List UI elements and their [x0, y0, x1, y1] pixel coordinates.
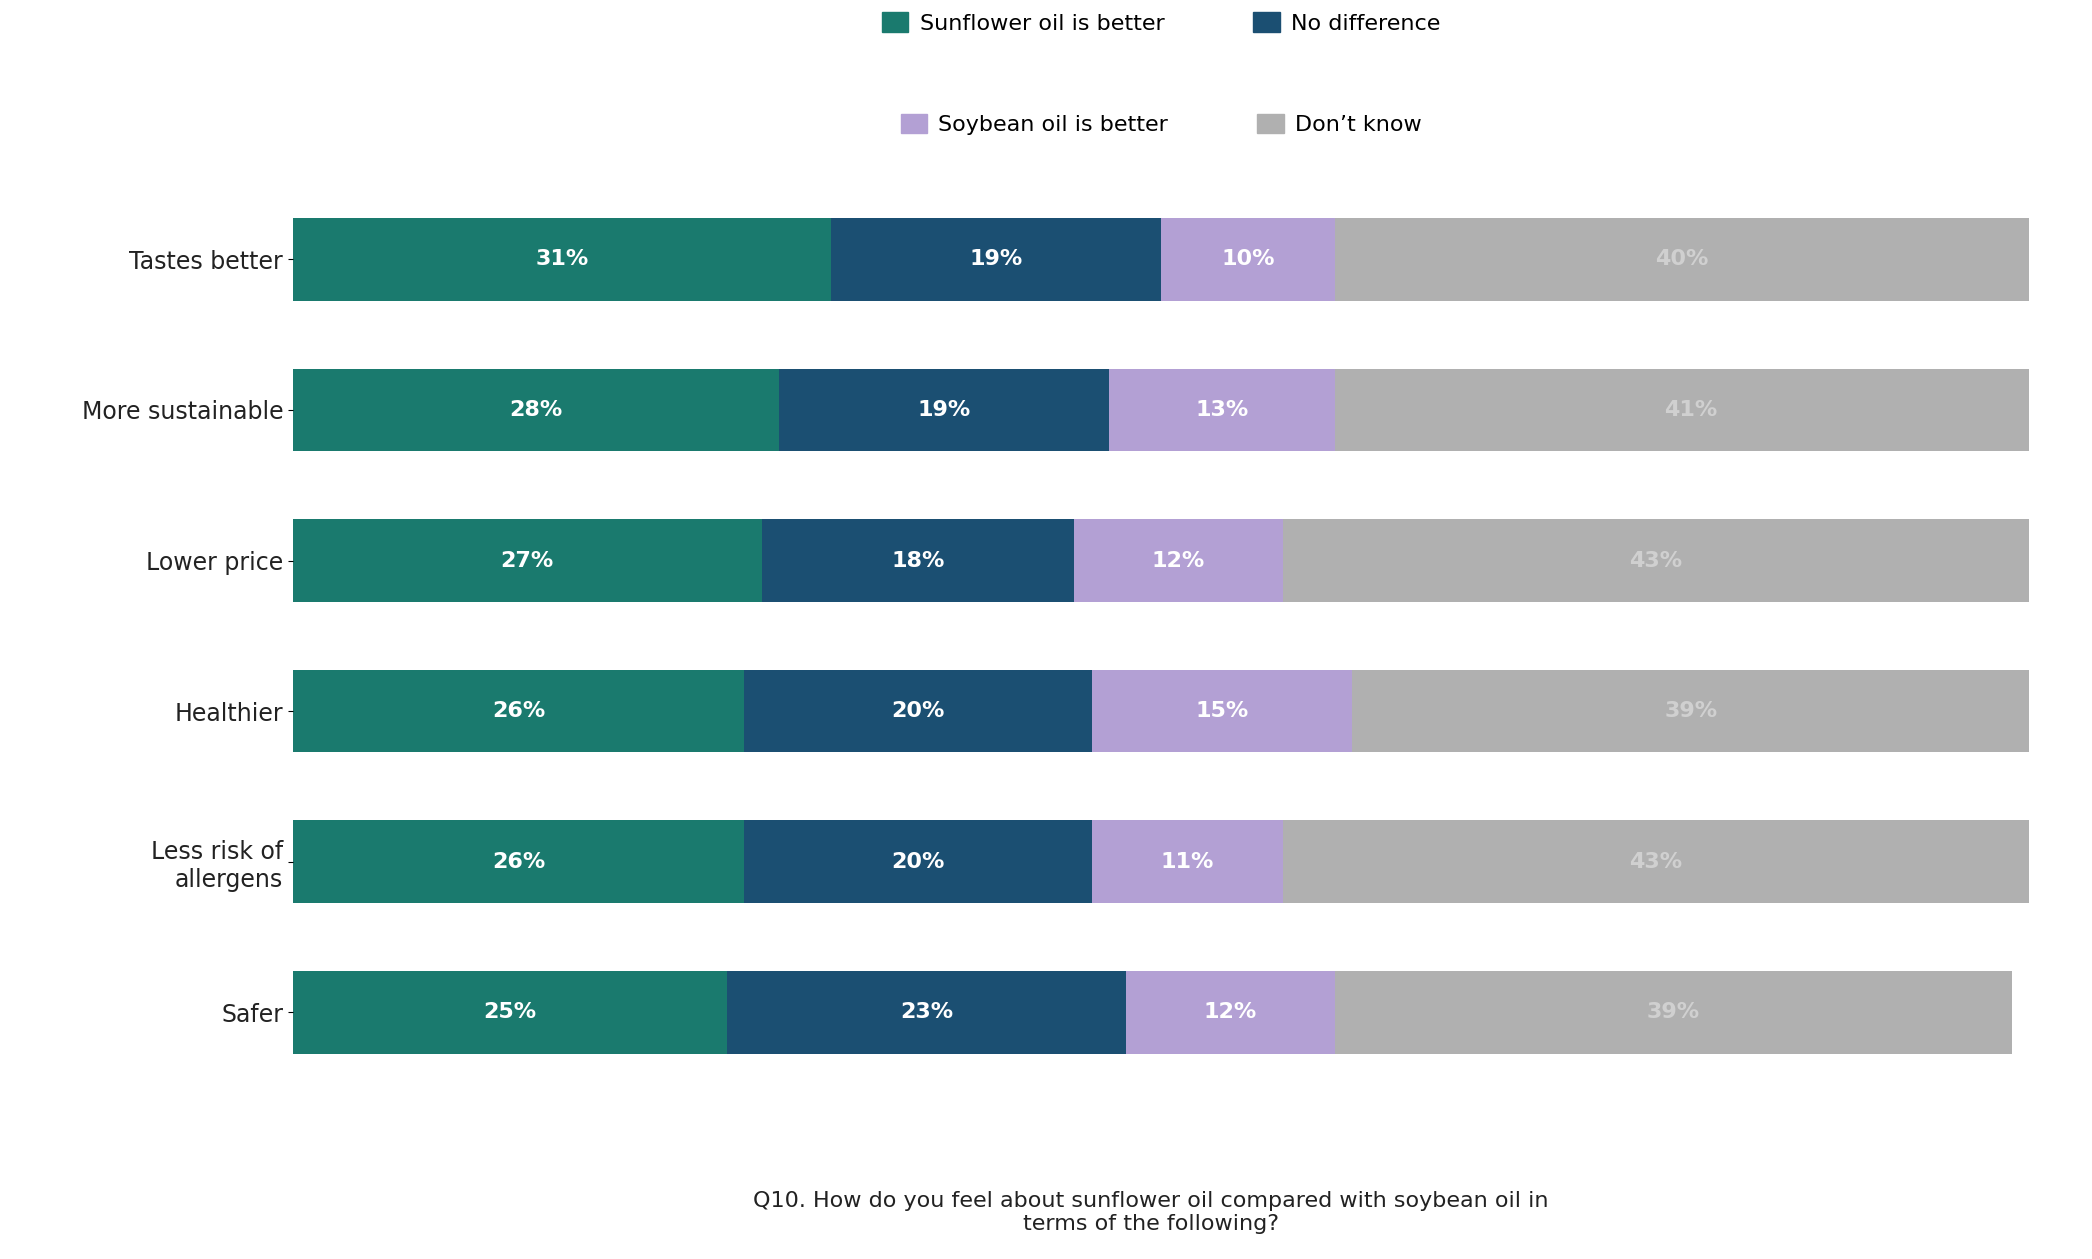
Text: 40%: 40%: [1655, 249, 1709, 269]
Bar: [831, 218, 1161, 301]
Text: 43%: 43%: [1630, 851, 1682, 871]
Text: 18%: 18%: [891, 550, 946, 570]
Text: 20%: 20%: [891, 701, 946, 721]
Text: 31%: 31%: [536, 249, 588, 269]
Bar: [1282, 519, 2029, 602]
Bar: [761, 519, 1075, 602]
Text: 27%: 27%: [500, 550, 554, 570]
Bar: [293, 519, 761, 602]
Bar: [1335, 369, 2046, 452]
Bar: [1092, 670, 1351, 753]
Bar: [293, 218, 831, 301]
Bar: [293, 971, 728, 1054]
Legend: Soybean oil is better, Don’t know: Soybean oil is better, Don’t know: [891, 104, 1431, 144]
Bar: [1125, 971, 1335, 1054]
Bar: [1335, 218, 2029, 301]
Text: 28%: 28%: [508, 400, 563, 421]
Text: 43%: 43%: [1630, 550, 1682, 570]
Text: 26%: 26%: [492, 701, 546, 721]
Text: 23%: 23%: [900, 1002, 954, 1022]
Bar: [1161, 218, 1335, 301]
Text: 11%: 11%: [1161, 851, 1213, 871]
Bar: [293, 369, 778, 452]
Text: 41%: 41%: [1663, 400, 1718, 421]
Text: 26%: 26%: [492, 851, 546, 871]
Bar: [1282, 820, 2029, 903]
Bar: [1351, 670, 2029, 753]
Text: 39%: 39%: [1663, 701, 1718, 721]
Bar: [745, 670, 1092, 753]
Bar: [293, 670, 745, 753]
Bar: [778, 369, 1109, 452]
Text: 13%: 13%: [1195, 400, 1249, 421]
Bar: [293, 820, 745, 903]
Bar: [728, 971, 1125, 1054]
Text: 10%: 10%: [1222, 249, 1274, 269]
Text: Q10. How do you feel about sunflower oil compared with soybean oil in
terms of t: Q10. How do you feel about sunflower oil…: [753, 1191, 1548, 1234]
Text: 19%: 19%: [969, 249, 1023, 269]
Bar: [1335, 971, 2013, 1054]
Bar: [1109, 369, 1335, 452]
Text: 25%: 25%: [483, 1002, 536, 1022]
Text: 19%: 19%: [918, 400, 971, 421]
Text: 20%: 20%: [891, 851, 946, 871]
Text: 12%: 12%: [1203, 1002, 1257, 1022]
Text: 12%: 12%: [1153, 550, 1205, 570]
Text: 15%: 15%: [1195, 701, 1249, 721]
Bar: [745, 820, 1092, 903]
Bar: [1092, 820, 1282, 903]
Bar: [1075, 519, 1282, 602]
Text: 39%: 39%: [1646, 1002, 1701, 1022]
